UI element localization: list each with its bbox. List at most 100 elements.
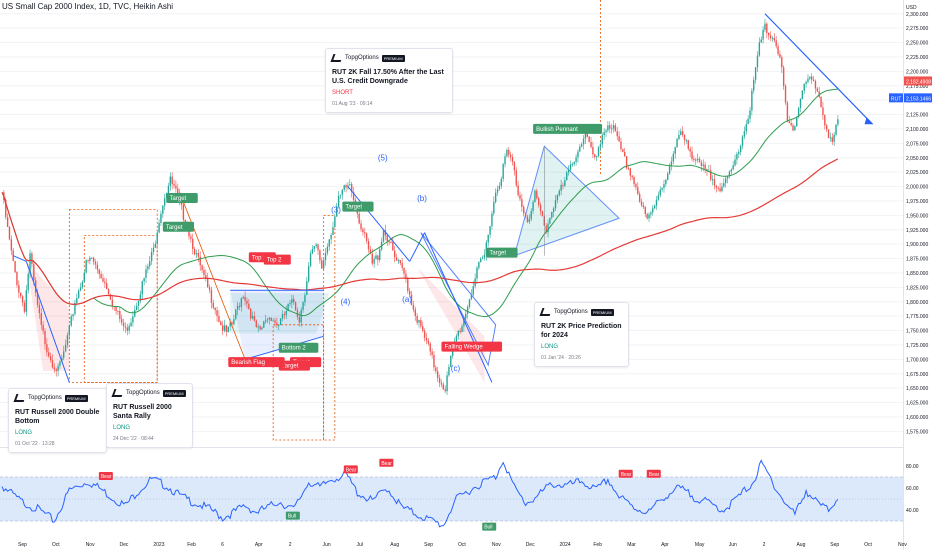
- idea-date: 01 Oct '22 · 13:28: [15, 441, 55, 447]
- rsi-bear-badge-4-text: Bear: [621, 472, 632, 478]
- idea-date: 24 Dec '22 · 08:44: [113, 436, 154, 442]
- candle: [637, 187, 639, 195]
- idea-date: 01 Jan '24 · 20:26: [541, 355, 581, 361]
- premium-badge: PREMIUM: [64, 394, 88, 402]
- candle: [57, 365, 59, 372]
- candle: [831, 137, 833, 142]
- price-tick-label: 1,800.000: [906, 300, 928, 306]
- candle: [655, 199, 658, 206]
- candle: [322, 260, 325, 269]
- candle: [577, 151, 579, 158]
- candle: [89, 257, 91, 261]
- trendline-1b: [13, 255, 27, 262]
- candle: [347, 185, 349, 188]
- bullish-pennant-badge-bg: [533, 123, 603, 134]
- candle: [803, 83, 805, 91]
- time-tick-label: Jun: [729, 542, 737, 548]
- candle: [182, 204, 185, 220]
- candle: [487, 234, 489, 243]
- candle: [362, 229, 364, 233]
- candle: [575, 157, 577, 162]
- candle: [597, 147, 600, 157]
- candle: [208, 287, 211, 290]
- idea-card-credit-downgrade[interactable]: TopgOptions PREMIUM RUT 2K Fall 17.50% Af…: [325, 48, 453, 113]
- candle: [122, 322, 125, 327]
- candle: [687, 140, 689, 149]
- candle: [745, 124, 747, 132]
- candle: [485, 242, 488, 255]
- idea-card-santa-rally[interactable]: TopgOptions PREMIUM RUT Russell 2000 Sant…: [106, 383, 193, 448]
- candle: [100, 273, 102, 279]
- candle: [240, 298, 243, 307]
- candle: [678, 135, 680, 139]
- candle: [549, 217, 551, 224]
- candle: [173, 183, 175, 186]
- candle: [345, 185, 347, 188]
- candle: [218, 316, 220, 322]
- candle: [379, 249, 381, 260]
- candle: [590, 142, 592, 148]
- rsi-bear-badge-4: Bear: [618, 469, 633, 478]
- candle: [717, 187, 719, 189]
- candle: [126, 327, 128, 331]
- downtrend-arrow-icon: [864, 117, 874, 125]
- idea-card-2024-prediction[interactable]: TopgOptions PREMIUM RUT 2K Price Predicti…: [534, 302, 629, 367]
- rsi-bull-badge-1-bg: [285, 511, 300, 520]
- idea-direction: LONG: [541, 344, 559, 350]
- publisher-name: TopgOptions: [126, 390, 160, 396]
- candle: [730, 169, 732, 172]
- candle: [702, 164, 704, 166]
- bottom-2-badge-bg: [278, 342, 319, 353]
- candle: [681, 131, 684, 135]
- candle: [609, 125, 611, 129]
- candle: [648, 214, 650, 219]
- candle: [266, 319, 269, 321]
- candle: [476, 267, 478, 279]
- candle: [444, 389, 446, 392]
- candle: [48, 352, 50, 357]
- candle: [674, 147, 676, 154]
- idea-card-double-bottom[interactable]: TopgOptions PREMIUM RUT Russell 2000 Doub…: [8, 388, 107, 453]
- candle: [330, 234, 332, 240]
- candle: [835, 124, 837, 135]
- rsi-bear-badge-1-bg: [98, 472, 113, 480]
- target-frame-2: [83, 235, 158, 383]
- candle: [822, 107, 824, 116]
- candle: [135, 306, 138, 311]
- candle: [337, 195, 340, 207]
- candle: [494, 192, 497, 203]
- candle: [107, 289, 110, 295]
- candle: [44, 330, 46, 345]
- candle: [407, 278, 409, 291]
- time-tick-label: 6: [221, 542, 224, 548]
- candle: [343, 185, 345, 190]
- bearish-flag-badge-bg: [228, 357, 285, 368]
- candle: [820, 96, 822, 108]
- price-tick-label: 2,000.000: [906, 185, 928, 191]
- candle: [610, 128, 613, 130]
- candle: [827, 129, 830, 138]
- idea-direction: LONG: [113, 425, 131, 431]
- candle: [646, 213, 648, 219]
- candle: [715, 185, 718, 188]
- candle: [311, 249, 314, 254]
- candle: [294, 302, 297, 310]
- candle: [27, 273, 29, 291]
- idea-date: 01 Aug '23 · 09:14: [332, 101, 373, 107]
- candle: [558, 190, 560, 196]
- candle: [438, 377, 441, 383]
- candle: [433, 354, 435, 368]
- rsi-bear-badge-1-text: Bear: [101, 474, 112, 480]
- candle: [710, 170, 712, 180]
- candle: [493, 202, 495, 214]
- rsi-tick-label: 60.00: [906, 486, 919, 492]
- candle: [98, 269, 100, 274]
- candle: [212, 302, 215, 308]
- candle: [448, 366, 450, 376]
- bearish-flag-badge-text: Bearish Flag: [231, 360, 265, 366]
- price-tick-label: 1,600.000: [906, 415, 928, 421]
- candle: [739, 145, 742, 153]
- target-badge-3: Target: [342, 201, 374, 212]
- price-tick-label: 2,050.000: [906, 156, 928, 162]
